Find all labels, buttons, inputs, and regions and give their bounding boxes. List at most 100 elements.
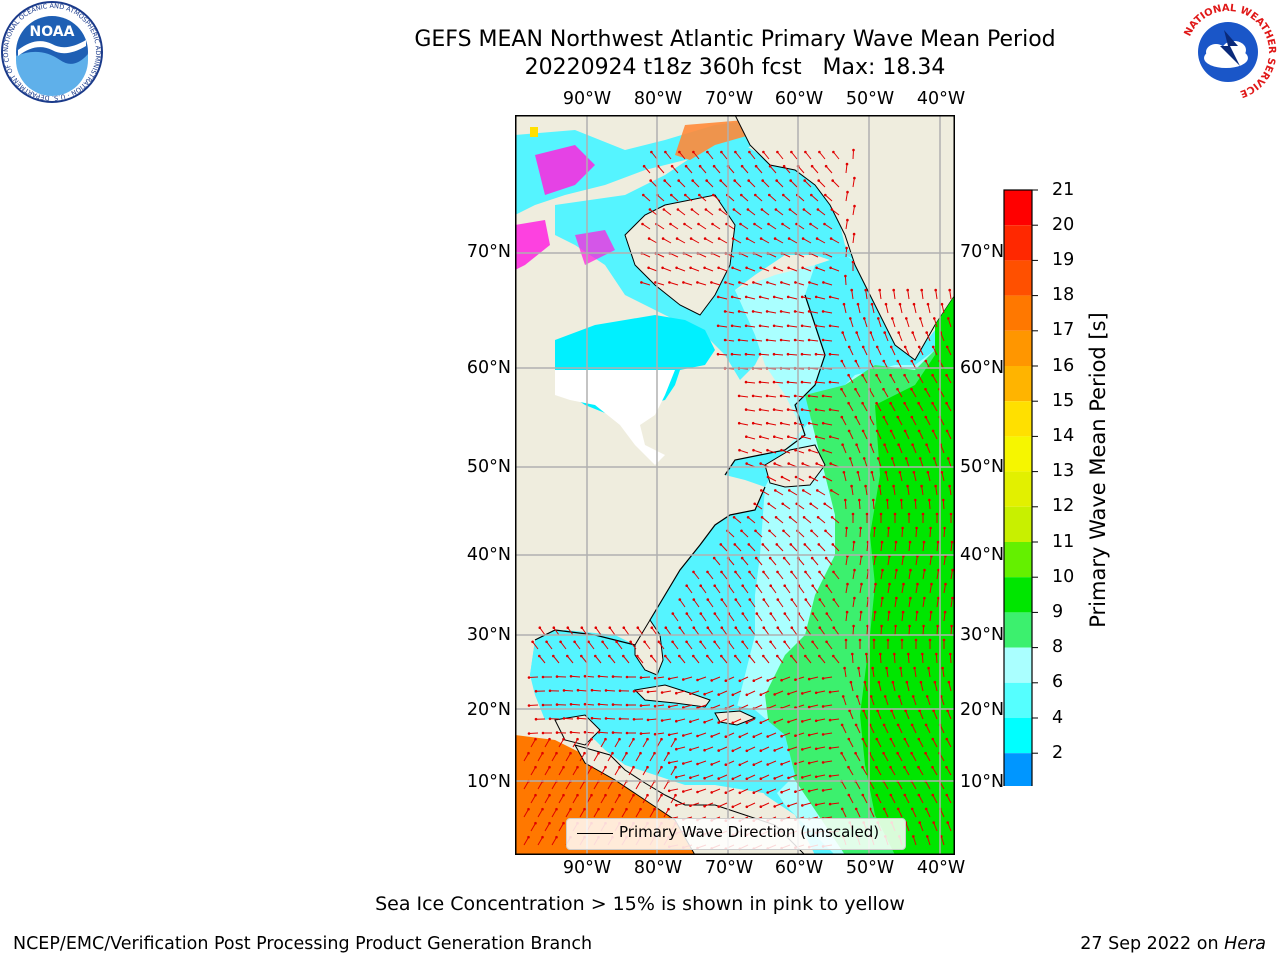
wave-arrowhead [731,805,735,809]
wave-arrow [676,690,686,694]
wave-arrowhead [769,612,773,615]
wave-arrowhead [807,761,811,765]
wave-arrow [742,641,749,650]
wave-arrowhead [772,408,776,411]
wave-arrowhead [911,443,914,447]
wave-arrow [929,584,932,594]
wave-arrow [894,570,897,580]
wave-arrowhead [667,751,670,755]
wave-arrowhead [910,751,913,755]
wave-arrowhead [828,380,832,384]
wave-arrow [763,627,770,636]
wave-arrowhead [818,598,822,601]
wave-arrow [824,194,833,202]
wave-arrow [922,570,925,580]
wave-arrow [783,165,791,174]
wave-arrowhead [774,208,778,211]
wave-arrow [803,209,812,216]
wave-arrow [706,655,714,664]
wave-arrow [614,794,620,804]
wave-arrow [844,668,847,678]
wave-arrowhead [896,807,900,811]
wave-arrowhead [924,723,928,727]
wave-arrow [663,209,672,216]
wave-arrowhead [874,582,877,586]
wave-arrow [746,718,756,724]
wave-arrowhead [583,674,587,678]
wave-arrowhead [801,804,804,807]
wave-arrowhead [534,689,538,693]
wave-arrowhead [787,692,790,696]
wave-arrow [753,788,763,794]
wave-arrowhead [773,805,776,808]
wave-arrowhead [773,777,776,780]
wave-arrowhead [675,691,678,695]
wave-arrow [732,238,742,244]
sea-ice-patch [675,120,750,160]
colorbar-tick: 19 [1052,250,1075,270]
wave-arrowhead [748,654,751,658]
wave-arrowhead [766,735,769,738]
wave-arrowhead [853,596,856,600]
colorbar-segment [1004,295,1032,331]
wave-arrowhead [751,394,755,398]
wave-arrow [528,676,539,678]
wave-arrow [943,556,946,566]
wave-arrowhead [639,704,643,707]
wave-arrowhead [854,723,858,727]
wave-arrow [845,584,848,594]
wave-arrowhead [794,281,797,284]
wave-arrowhead [801,462,804,465]
wave-arrow [697,704,707,709]
wave-arrow [598,703,609,706]
wave-arrowhead [662,208,666,211]
lat-tick-right: 20°N [960,700,1005,720]
wave-arrowhead [854,415,858,419]
wave-arrow [621,808,627,818]
wave-arrowhead [852,624,855,628]
wave-arrow [753,732,763,738]
wave-arrowhead [840,807,844,811]
wave-arrowhead [887,610,891,614]
wave-arrow [734,544,742,552]
wave-arrowhead [921,512,925,516]
wave-arrow [855,388,861,398]
wave-arrowhead [745,462,748,465]
map-legend: Primary Wave Direction (unscaled) [566,818,906,850]
wave-arrow [886,499,889,510]
wave-arrow [904,738,910,748]
wave-arrow [746,325,756,328]
wave-arrow [628,738,634,748]
wave-arrowhead [903,765,906,769]
colorbar-tick: 8 [1052,637,1064,657]
wave-arrow [579,808,585,818]
wave-arrow [784,585,791,594]
wave-arrow [788,718,798,723]
wave-arrowhead [703,237,707,240]
wave-arrowhead [825,640,828,644]
wave-arrow [943,612,946,622]
wave-arrowhead [538,626,542,629]
wave-arrow [816,718,826,722]
lat-tick-left: 30°N [466,625,511,645]
wave-arrowhead [821,394,825,398]
wave-arrowhead [674,793,677,797]
wave-arrow [640,676,651,679]
wave-arrowhead [832,570,835,574]
wave-arrowhead [905,317,908,320]
wave-arrowhead [782,556,786,560]
wave-arrowhead [848,709,851,712]
wave-arrow [795,704,805,709]
wave-arrow [551,780,557,790]
wave-arrowhead [773,435,776,439]
wave-arrowhead [949,512,953,516]
wave-arrowhead [689,237,693,240]
wave-arrowhead [783,640,786,644]
wave-arrowhead [660,719,664,722]
wave-arrowhead [890,709,893,712]
wave-arrowhead [933,317,936,320]
wave-arrow [769,165,777,174]
wave-arrow [774,690,784,695]
colorbar-tick: 18 [1052,285,1075,305]
wave-arrow [648,238,658,244]
